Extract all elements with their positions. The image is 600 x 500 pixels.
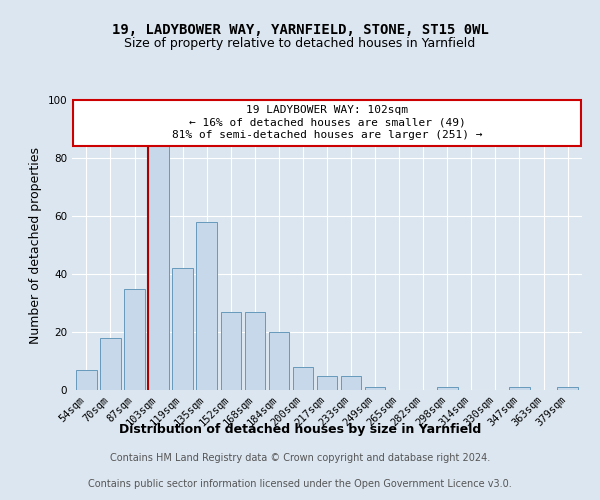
Bar [293, 367, 313, 390]
Bar [172, 268, 193, 390]
Bar [365, 387, 385, 390]
Text: Contains HM Land Registry data © Crown copyright and database right 2024.: Contains HM Land Registry data © Crown c… [110, 453, 490, 463]
Text: Contains public sector information licensed under the Open Government Licence v3: Contains public sector information licen… [88, 479, 512, 489]
Bar [341, 376, 361, 390]
Bar [196, 222, 217, 390]
Text: Distribution of detached houses by size in Yarnfield: Distribution of detached houses by size … [119, 422, 481, 436]
Bar [317, 376, 337, 390]
FancyBboxPatch shape [73, 100, 581, 146]
Bar [76, 370, 97, 390]
Bar [100, 338, 121, 390]
Text: ← 16% of detached houses are smaller (49): ← 16% of detached houses are smaller (49… [188, 118, 466, 128]
Y-axis label: Number of detached properties: Number of detached properties [29, 146, 42, 344]
Text: Size of property relative to detached houses in Yarnfield: Size of property relative to detached ho… [124, 38, 476, 51]
Bar [124, 288, 145, 390]
Text: 19 LADYBOWER WAY: 102sqm: 19 LADYBOWER WAY: 102sqm [246, 105, 408, 115]
Bar [509, 387, 530, 390]
Bar [148, 146, 169, 390]
Text: 81% of semi-detached houses are larger (251) →: 81% of semi-detached houses are larger (… [172, 130, 482, 140]
Bar [269, 332, 289, 390]
Bar [221, 312, 241, 390]
Bar [245, 312, 265, 390]
Bar [437, 387, 458, 390]
Text: 19, LADYBOWER WAY, YARNFIELD, STONE, ST15 0WL: 19, LADYBOWER WAY, YARNFIELD, STONE, ST1… [112, 22, 488, 36]
Bar [557, 387, 578, 390]
